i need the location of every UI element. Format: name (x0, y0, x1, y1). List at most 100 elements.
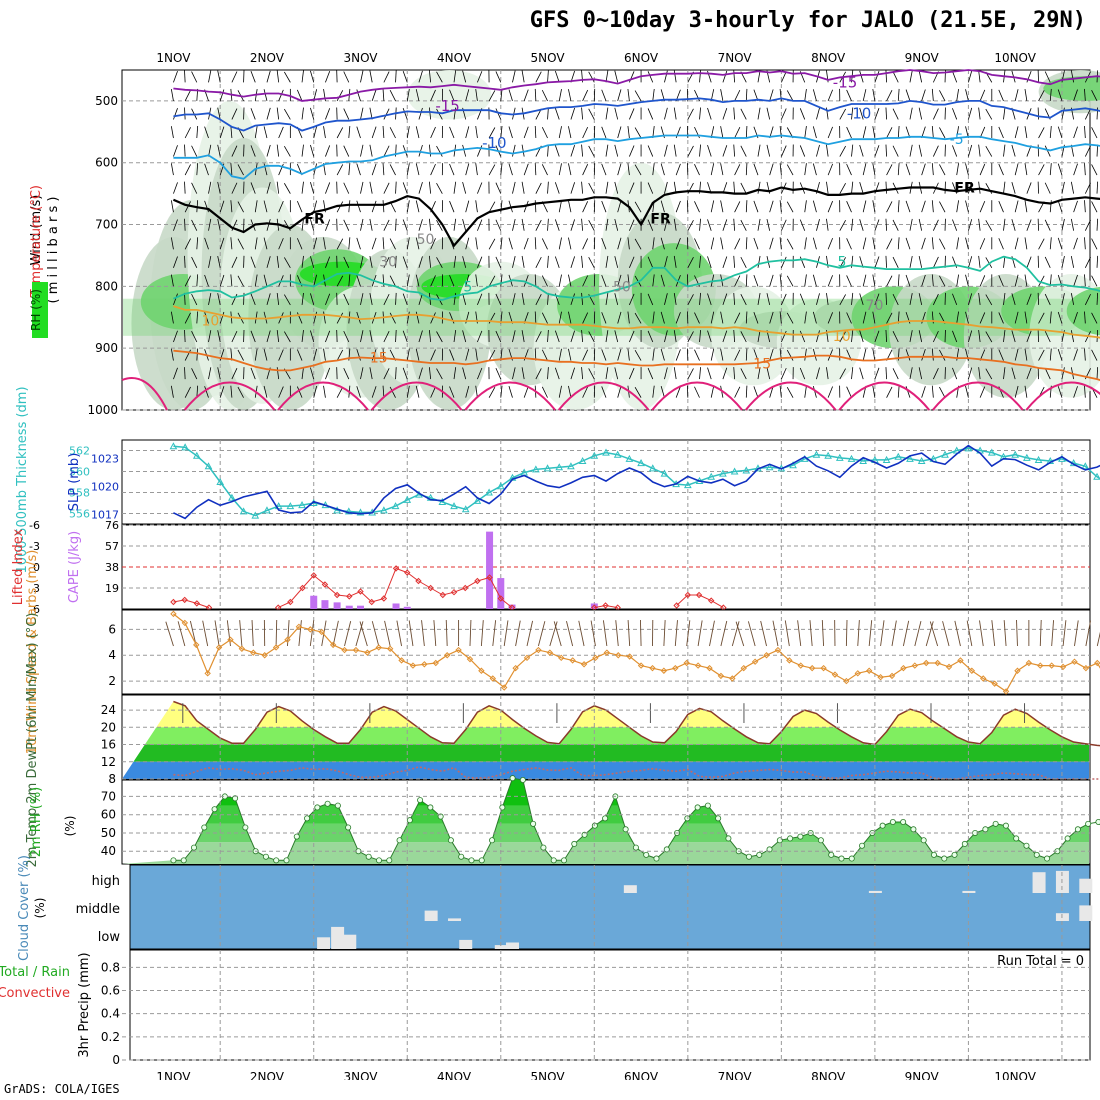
wind-speed-point (284, 636, 291, 643)
wind-barb (862, 163, 867, 176)
wind-barb (204, 274, 209, 287)
wind-barb (647, 219, 654, 231)
wind-barb (208, 293, 212, 305)
precip-tick: 0 (112, 1053, 120, 1067)
contour-label: 10 (201, 313, 219, 329)
wind-barb (495, 182, 502, 194)
wind-barb (745, 274, 748, 287)
cape-tick: 76 (105, 519, 119, 532)
wind-barb (296, 312, 303, 324)
wind-barb (673, 107, 677, 120)
wind-barb (766, 144, 771, 157)
wind-barb (932, 293, 939, 306)
wind-barb (541, 312, 548, 324)
wind-barb (745, 200, 748, 213)
wind-barb (804, 274, 807, 287)
wind-barb (918, 293, 923, 305)
wind-barb (588, 108, 595, 120)
wind-barb (614, 330, 619, 343)
precip-legend-convective: Convective (0, 986, 70, 1001)
rh2m-point (838, 855, 845, 862)
temp-line (173, 700, 1100, 747)
wind-barb (1044, 145, 1051, 157)
rh2m-point (190, 844, 197, 851)
cape-bar (310, 595, 318, 609)
wind-barb (859, 182, 864, 194)
wind-barb (859, 70, 864, 83)
wind-barb (909, 293, 913, 305)
wind-barb (740, 145, 747, 157)
wind-barb (664, 367, 668, 380)
wind-barb (1039, 620, 1042, 647)
wind-barb (769, 200, 774, 213)
wind-barb (839, 220, 846, 231)
wind-barb (570, 107, 576, 120)
wind-barb (415, 89, 420, 101)
wind-barb (1024, 348, 1028, 361)
wind-barb (921, 349, 926, 361)
wind-barb (428, 330, 432, 343)
wind-barb (1024, 88, 1028, 101)
pressure-tick-label: 600 (95, 156, 118, 170)
wind-barb (325, 330, 331, 343)
wind-barb (675, 200, 681, 213)
rh2m-point (848, 855, 855, 862)
wind-barb (301, 255, 304, 268)
wind-barb (266, 181, 271, 194)
wind-barb (846, 238, 852, 250)
wind-barb (512, 181, 516, 194)
wind-barb (541, 349, 548, 361)
wind-barb (1084, 126, 1086, 139)
wind-speed-point (751, 658, 759, 665)
wind-barb (402, 256, 408, 268)
wind-barb (325, 71, 331, 83)
wind-speed-point (888, 672, 896, 680)
wind-barb (939, 386, 946, 398)
wind-barb (521, 218, 525, 231)
wind-barb (647, 330, 654, 343)
rh2m-point (797, 833, 804, 840)
wind-barb (418, 256, 423, 268)
wind-speed-point (672, 664, 679, 672)
wind-barb (734, 164, 741, 176)
rh2m-point (375, 857, 382, 864)
wind-barb (660, 163, 665, 176)
wind-barb (1096, 292, 1099, 305)
wind-barb (1091, 127, 1098, 139)
wind-barb (402, 293, 408, 306)
wind-barb (512, 367, 516, 380)
wind-barb (647, 71, 654, 83)
wind-barb (239, 620, 243, 647)
wind-barb (383, 108, 390, 120)
rh2m-point (694, 804, 701, 811)
wind-barb (799, 330, 806, 343)
cloud-grid (219, 865, 1063, 949)
wind-barb (475, 348, 478, 361)
wind-barb (278, 349, 284, 361)
rh2m-point (879, 822, 886, 829)
wind-barb (859, 107, 864, 120)
wind-speed-point (945, 663, 953, 671)
wind-speed-line (173, 613, 1100, 693)
wind-barb (968, 181, 973, 194)
wind-barb (184, 312, 191, 324)
wind-barb (336, 275, 344, 287)
wind-barb (554, 70, 560, 83)
wind-barb (694, 238, 700, 250)
wind-barb (1096, 144, 1099, 157)
wind-barb (250, 182, 256, 194)
wind-barb (731, 621, 740, 647)
wind-barb (356, 126, 361, 139)
rh2m-point (468, 857, 475, 864)
wind-barb (537, 621, 546, 647)
wind-barb (534, 125, 537, 139)
wind-barb (396, 620, 402, 647)
thickness-point (835, 453, 844, 461)
wind-barb (627, 126, 630, 139)
wind-barb (503, 620, 509, 647)
wind-barb (430, 238, 436, 250)
wind-barb (500, 237, 503, 250)
wind-barb (521, 293, 525, 305)
